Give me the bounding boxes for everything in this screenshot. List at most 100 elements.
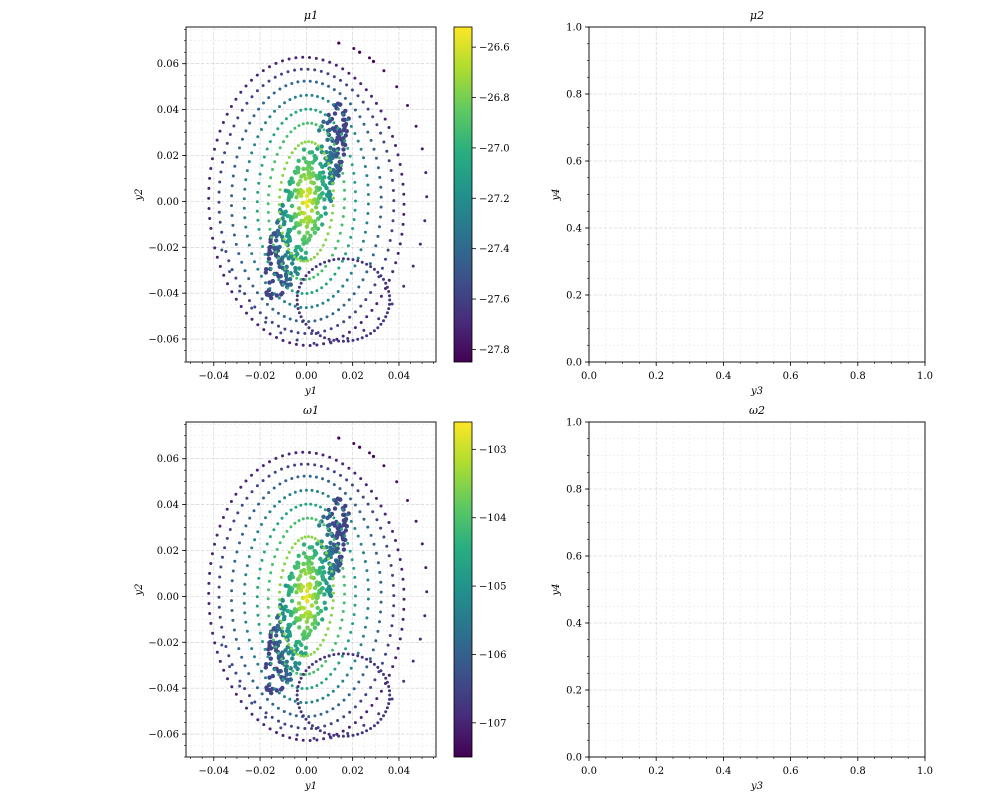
scatter-point <box>230 663 234 667</box>
scatter-point <box>336 719 340 722</box>
scatter-point <box>363 230 367 234</box>
x-tick-label: 0.8 <box>850 371 866 382</box>
scatter-point <box>361 495 365 499</box>
colorbar-tick-label: −27.6 <box>479 295 510 306</box>
scatter-point <box>305 188 311 193</box>
scatter-point <box>298 588 304 593</box>
scatter-point <box>316 668 320 671</box>
scatter-point <box>366 193 370 196</box>
scatter-point <box>361 100 365 104</box>
scatter-point <box>279 180 283 184</box>
scatter-point <box>353 76 357 80</box>
scatter-point <box>305 598 310 604</box>
scatter-point <box>266 655 270 659</box>
scatter-point <box>248 516 252 520</box>
scatter-point <box>223 151 227 155</box>
scatter-point <box>295 666 300 672</box>
scatter-point <box>322 205 327 210</box>
scatter-point <box>318 125 322 129</box>
scatter-point <box>287 587 292 593</box>
scatter-point <box>296 257 299 261</box>
scatter-point <box>290 179 295 185</box>
scatter-point <box>402 607 406 611</box>
scatter-point <box>271 626 276 631</box>
scatter-point <box>394 144 397 147</box>
scatter-point <box>340 223 344 227</box>
scatter-point <box>385 285 389 289</box>
x-tick-label: 0.00 <box>295 766 317 777</box>
y-tick-label: −0.04 <box>148 684 179 695</box>
scatter-point <box>280 516 284 520</box>
scatter-point <box>273 668 277 671</box>
scatter-point <box>328 168 332 172</box>
scatter-point <box>314 200 320 206</box>
scatter-point <box>238 146 241 150</box>
scatter-point <box>300 584 306 590</box>
scatter-point <box>293 463 297 467</box>
scatter-point <box>219 170 223 174</box>
scatter-point <box>372 147 376 151</box>
scatter-point <box>359 699 363 703</box>
scatter-point <box>347 466 351 470</box>
scatter-point <box>304 306 308 310</box>
scatter-point <box>283 327 287 331</box>
scatter-point <box>308 233 313 238</box>
scatter-point <box>232 519 236 523</box>
scatter-point <box>349 235 353 239</box>
scatter-point <box>233 559 237 563</box>
scatter-point <box>375 518 379 522</box>
x-tick-label: 0.02 <box>342 371 364 382</box>
scatter-point <box>351 258 355 262</box>
scatter-point <box>311 180 316 186</box>
scatter-point <box>332 523 337 528</box>
scatter-point <box>301 672 305 676</box>
scatter-point <box>348 710 352 714</box>
scatter-point <box>307 217 312 223</box>
scatter-point <box>221 160 224 164</box>
scatter-point <box>228 665 232 669</box>
scatter-point <box>292 620 297 625</box>
y-tick-label: 0.4 <box>566 224 582 235</box>
scatter-point <box>351 622 355 626</box>
scatter-point <box>364 483 368 487</box>
scatter-point <box>368 451 371 455</box>
scatter-point <box>331 103 335 107</box>
scatter-point <box>301 567 307 573</box>
scatter-point <box>301 714 305 718</box>
scatter-point <box>223 546 227 550</box>
scatter-point <box>310 488 314 492</box>
x-axis-label: y1 <box>304 781 317 792</box>
x-axis-label: y1 <box>304 386 317 397</box>
scatter-point <box>253 260 256 264</box>
scatter-point <box>268 140 272 144</box>
scatter-point <box>358 50 362 54</box>
scatter-point <box>372 662 376 666</box>
scatter-point <box>400 627 404 631</box>
scatter-point <box>313 463 317 467</box>
scatter-point <box>341 507 345 511</box>
scatter-point <box>215 533 219 537</box>
scatter-point <box>293 490 297 494</box>
scatter-point <box>310 329 314 333</box>
scatter-point <box>400 232 404 236</box>
scatter-series <box>207 41 429 347</box>
scatter-point <box>284 672 289 677</box>
scatter-point <box>391 584 395 587</box>
scatter-point <box>376 234 380 238</box>
scatter-point <box>341 566 345 570</box>
scatter-point <box>303 645 309 650</box>
scatter-point <box>312 552 318 557</box>
scatter-point <box>243 292 247 296</box>
scatter-point <box>280 626 284 630</box>
scatter-point <box>253 143 257 147</box>
scatter-point <box>250 701 254 705</box>
scatter-point <box>372 724 376 728</box>
scatter-point <box>213 542 216 546</box>
scatter-point <box>339 78 342 82</box>
scatter-point <box>319 144 324 149</box>
scatter-point <box>291 669 295 673</box>
scatter-point <box>368 262 372 266</box>
scatter-point <box>264 316 268 320</box>
scatter-point <box>347 330 351 334</box>
scatter-point <box>346 337 350 340</box>
